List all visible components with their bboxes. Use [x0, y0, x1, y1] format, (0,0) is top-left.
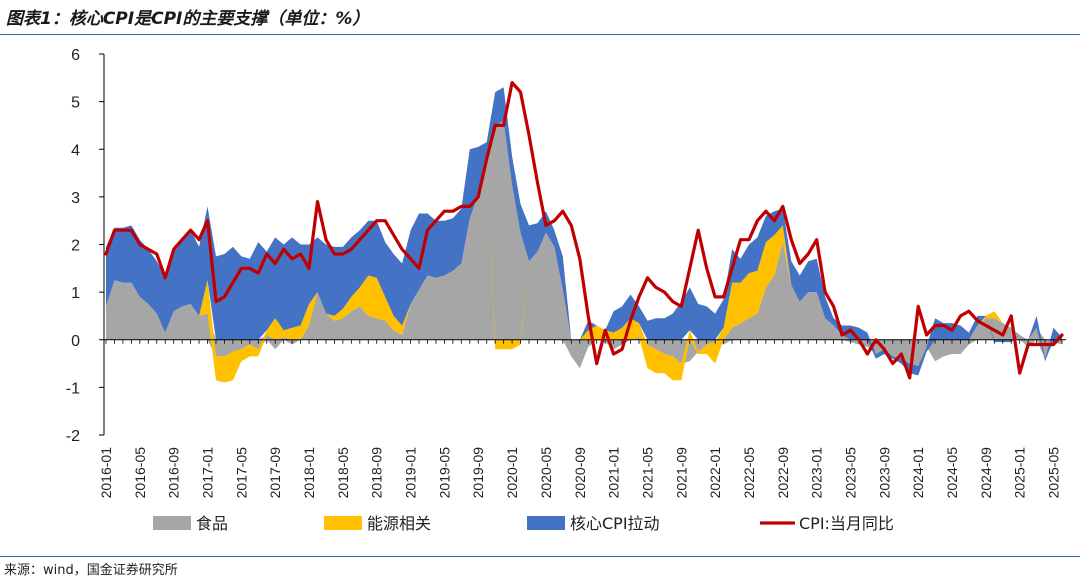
x-tick-label: 2023-05: [843, 447, 859, 499]
y-tick-label: 0: [71, 333, 80, 350]
y-tick-label: -1: [66, 380, 80, 397]
x-tick-label: 2020-01: [504, 447, 520, 499]
x-tick-label: 2018-05: [335, 447, 351, 499]
x-tick-label: 2019-09: [470, 447, 486, 499]
food-area: [106, 120, 1062, 369]
source-note: 来源：wind，国金证券研究所: [4, 563, 178, 578]
legend-label: CPI:当月同比: [799, 514, 894, 533]
legend-core-cpi: 核心CPI拉动: [527, 514, 660, 533]
x-tick-label: 2020-05: [538, 447, 554, 499]
x-tick-label: 2023-09: [876, 447, 892, 499]
legend-energy: 能源相关: [324, 514, 431, 533]
y-tick-label: 6: [71, 47, 80, 64]
core-cpi-area: [106, 87, 1062, 376]
x-tick-label: 2025-01: [1012, 447, 1028, 499]
x-tick-label: 2017-09: [267, 447, 283, 499]
x-tick-label: 2016-01: [98, 447, 114, 499]
x-tick-label: 2021-05: [640, 447, 656, 499]
x-tick-label: 2017-01: [200, 447, 216, 499]
legend-swatch: [527, 516, 565, 530]
x-tick-label: 2022-01: [707, 447, 723, 499]
bottom-divider: [0, 556, 1080, 557]
stacked-areas: [106, 87, 1062, 383]
x-tick-label: 2016-05: [132, 447, 148, 499]
x-tick-label: 2024-01: [910, 447, 926, 499]
y-tick-label: 4: [71, 142, 80, 159]
cpi-yoy-line: [104, 81, 1064, 380]
x-tick-label: 2016-09: [166, 447, 182, 499]
top-divider: [0, 34, 1080, 35]
cpi-line-group: [104, 81, 1064, 380]
x-tick-label: 2018-09: [369, 447, 385, 499]
legend-swatch: [324, 516, 362, 530]
x-tick-label: 2018-01: [301, 447, 317, 499]
y-tick-label: 1: [71, 285, 80, 302]
chart-title: 图表1：核心CPI是CPI的主要支撑（单位：%）: [6, 9, 370, 29]
x-tick-label: 2022-09: [775, 447, 791, 499]
x-tick-label: 2023-01: [809, 447, 825, 499]
x-tick-label: 2017-05: [233, 447, 249, 499]
x-tick-label: 2020-09: [572, 447, 588, 499]
x-tick-label: 2021-01: [606, 447, 622, 499]
cpi-contribution-chart: -2 -1 0 1 2 3 4 5 6 2016-01 2016-05 2016-09 2017-01 2…: [66, 47, 1066, 533]
legend-label: 核心CPI拉动: [570, 514, 660, 533]
x-tick-label: 2025-05: [1046, 447, 1062, 499]
axes: -2 -1 0 1 2 3 4 5 6 2016-01 2016-05 2016-09 2017-01 2…: [66, 47, 1066, 498]
legend-label: 食品: [196, 514, 228, 533]
legend: 食品 能源相关 核心CPI拉动 CPI:当月同比: [153, 514, 894, 533]
x-tick-label: 2019-01: [403, 447, 419, 499]
x-tick-label: 2024-05: [944, 447, 960, 499]
x-tick-label: 2024-09: [978, 447, 994, 499]
x-tick-label: 2019-05: [436, 447, 452, 499]
legend-cpi-yoy: CPI:当月同比: [760, 514, 894, 533]
x-tick-label: 2021-09: [673, 447, 689, 499]
y-tick-label: 5: [71, 95, 80, 112]
y-tick-label: -2: [66, 428, 80, 445]
y-tick-label: 2: [71, 238, 80, 255]
legend-swatch: [153, 516, 191, 530]
y-tick-label: 3: [71, 190, 80, 207]
legend-label: 能源相关: [367, 514, 431, 533]
x-tick-label: 2022-05: [741, 447, 757, 499]
legend-food: 食品: [153, 514, 228, 533]
